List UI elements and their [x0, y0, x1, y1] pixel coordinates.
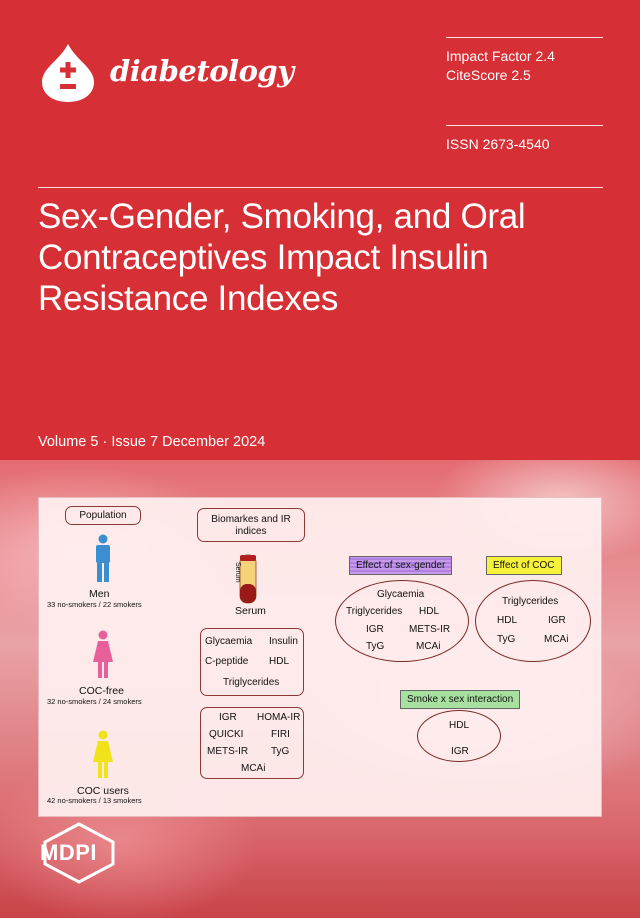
effect-item: HDL	[449, 720, 470, 731]
biomarkers-list: Glycaemia Insulin C-peptide HDL Triglyce…	[200, 628, 304, 696]
group-detail: 32 no-smokers / 24 smokers	[47, 697, 142, 706]
ir-index: TyG	[271, 746, 290, 757]
biomarker: Triglycerides	[223, 677, 280, 688]
article-title: Sex-Gender, Smoking, and Oral Contracept…	[38, 197, 526, 318]
ir-index: FIRI	[271, 729, 290, 740]
effect-item: HDL	[419, 606, 440, 617]
coc-effect-ellipse	[475, 580, 591, 662]
serum-tube-icon	[239, 554, 257, 604]
effect-item: IGR	[548, 615, 566, 626]
ir-index: MCAi	[241, 763, 266, 774]
group-name: COC users	[77, 785, 129, 797]
effect-item: IGR	[366, 624, 384, 635]
tube-label: Serum	[234, 562, 241, 583]
ir-index: IGR	[219, 712, 237, 723]
biomarker: Glycaemia	[205, 636, 253, 647]
mdpi-logo-icon	[43, 822, 115, 884]
effect-item: IGR	[451, 746, 469, 757]
effect-item: HDL	[497, 615, 518, 626]
group-detail: 33 no-smokers / 22 smokers	[47, 600, 142, 609]
ir-index: METS-IR	[207, 746, 249, 757]
group-name: Men	[89, 588, 110, 600]
effect-item: MCAi	[544, 634, 569, 645]
effect-item: METS-IR	[409, 624, 451, 635]
divider	[446, 37, 603, 38]
biomarker: HDL	[269, 656, 290, 667]
biomarker: Insulin	[269, 636, 298, 647]
impact-factor: Impact Factor 2.4	[446, 48, 555, 64]
biomarkers-box: Biomarkes and IR indices	[197, 508, 305, 542]
interaction-ellipse	[417, 710, 501, 762]
issn: ISSN 2673-4540	[446, 136, 550, 152]
coc-effect-tag: Effect of COC	[486, 556, 562, 575]
sex-gender-effect-tag: Effect of sex-gender	[349, 556, 453, 575]
sex-gender-effect-ellipse	[335, 580, 469, 662]
ir-index: HOMA-IR	[257, 712, 301, 723]
effect-item: TyG	[497, 634, 516, 645]
group-name: COC-free	[79, 685, 124, 697]
woman-figure-icon	[93, 630, 113, 678]
volume-issue-line: Volume 5 · Issue 7 December 2024	[38, 434, 266, 450]
population-box: Population	[65, 506, 141, 525]
effect-item: Glycaemia	[377, 589, 425, 600]
effect-item: TyG	[366, 641, 385, 652]
man-figure-icon	[96, 534, 110, 582]
ir-indices-list: IGR HOMA-IR QUICKI FIRI METS-IR TyG MCAi	[200, 707, 304, 779]
ir-index: QUICKI	[209, 729, 244, 740]
citescore: CiteScore 2.5	[446, 67, 531, 83]
effect-item: Triglycerides	[346, 606, 403, 617]
biomarker: C-peptide	[205, 656, 249, 667]
cover-header: diabetology Impact Factor 2.4 CiteScore …	[38, 37, 603, 450]
effect-item: MCAi	[416, 641, 441, 652]
effect-item: Triglycerides	[502, 596, 559, 607]
journal-name: diabetology	[110, 54, 294, 88]
title-divider	[38, 187, 603, 188]
divider	[446, 125, 603, 126]
graphical-abstract: Population Men 33 no-smokers / 22 smoker…	[38, 497, 602, 817]
interaction-tag: Smoke x sex interaction	[400, 690, 521, 709]
diabetology-logo-icon	[42, 44, 94, 102]
serum-label: Serum	[235, 605, 266, 617]
publisher-name: MDPI	[40, 840, 97, 865]
woman-figure-icon	[93, 730, 113, 778]
group-detail: 42 no-smokers / 13 smokers	[47, 796, 142, 805]
